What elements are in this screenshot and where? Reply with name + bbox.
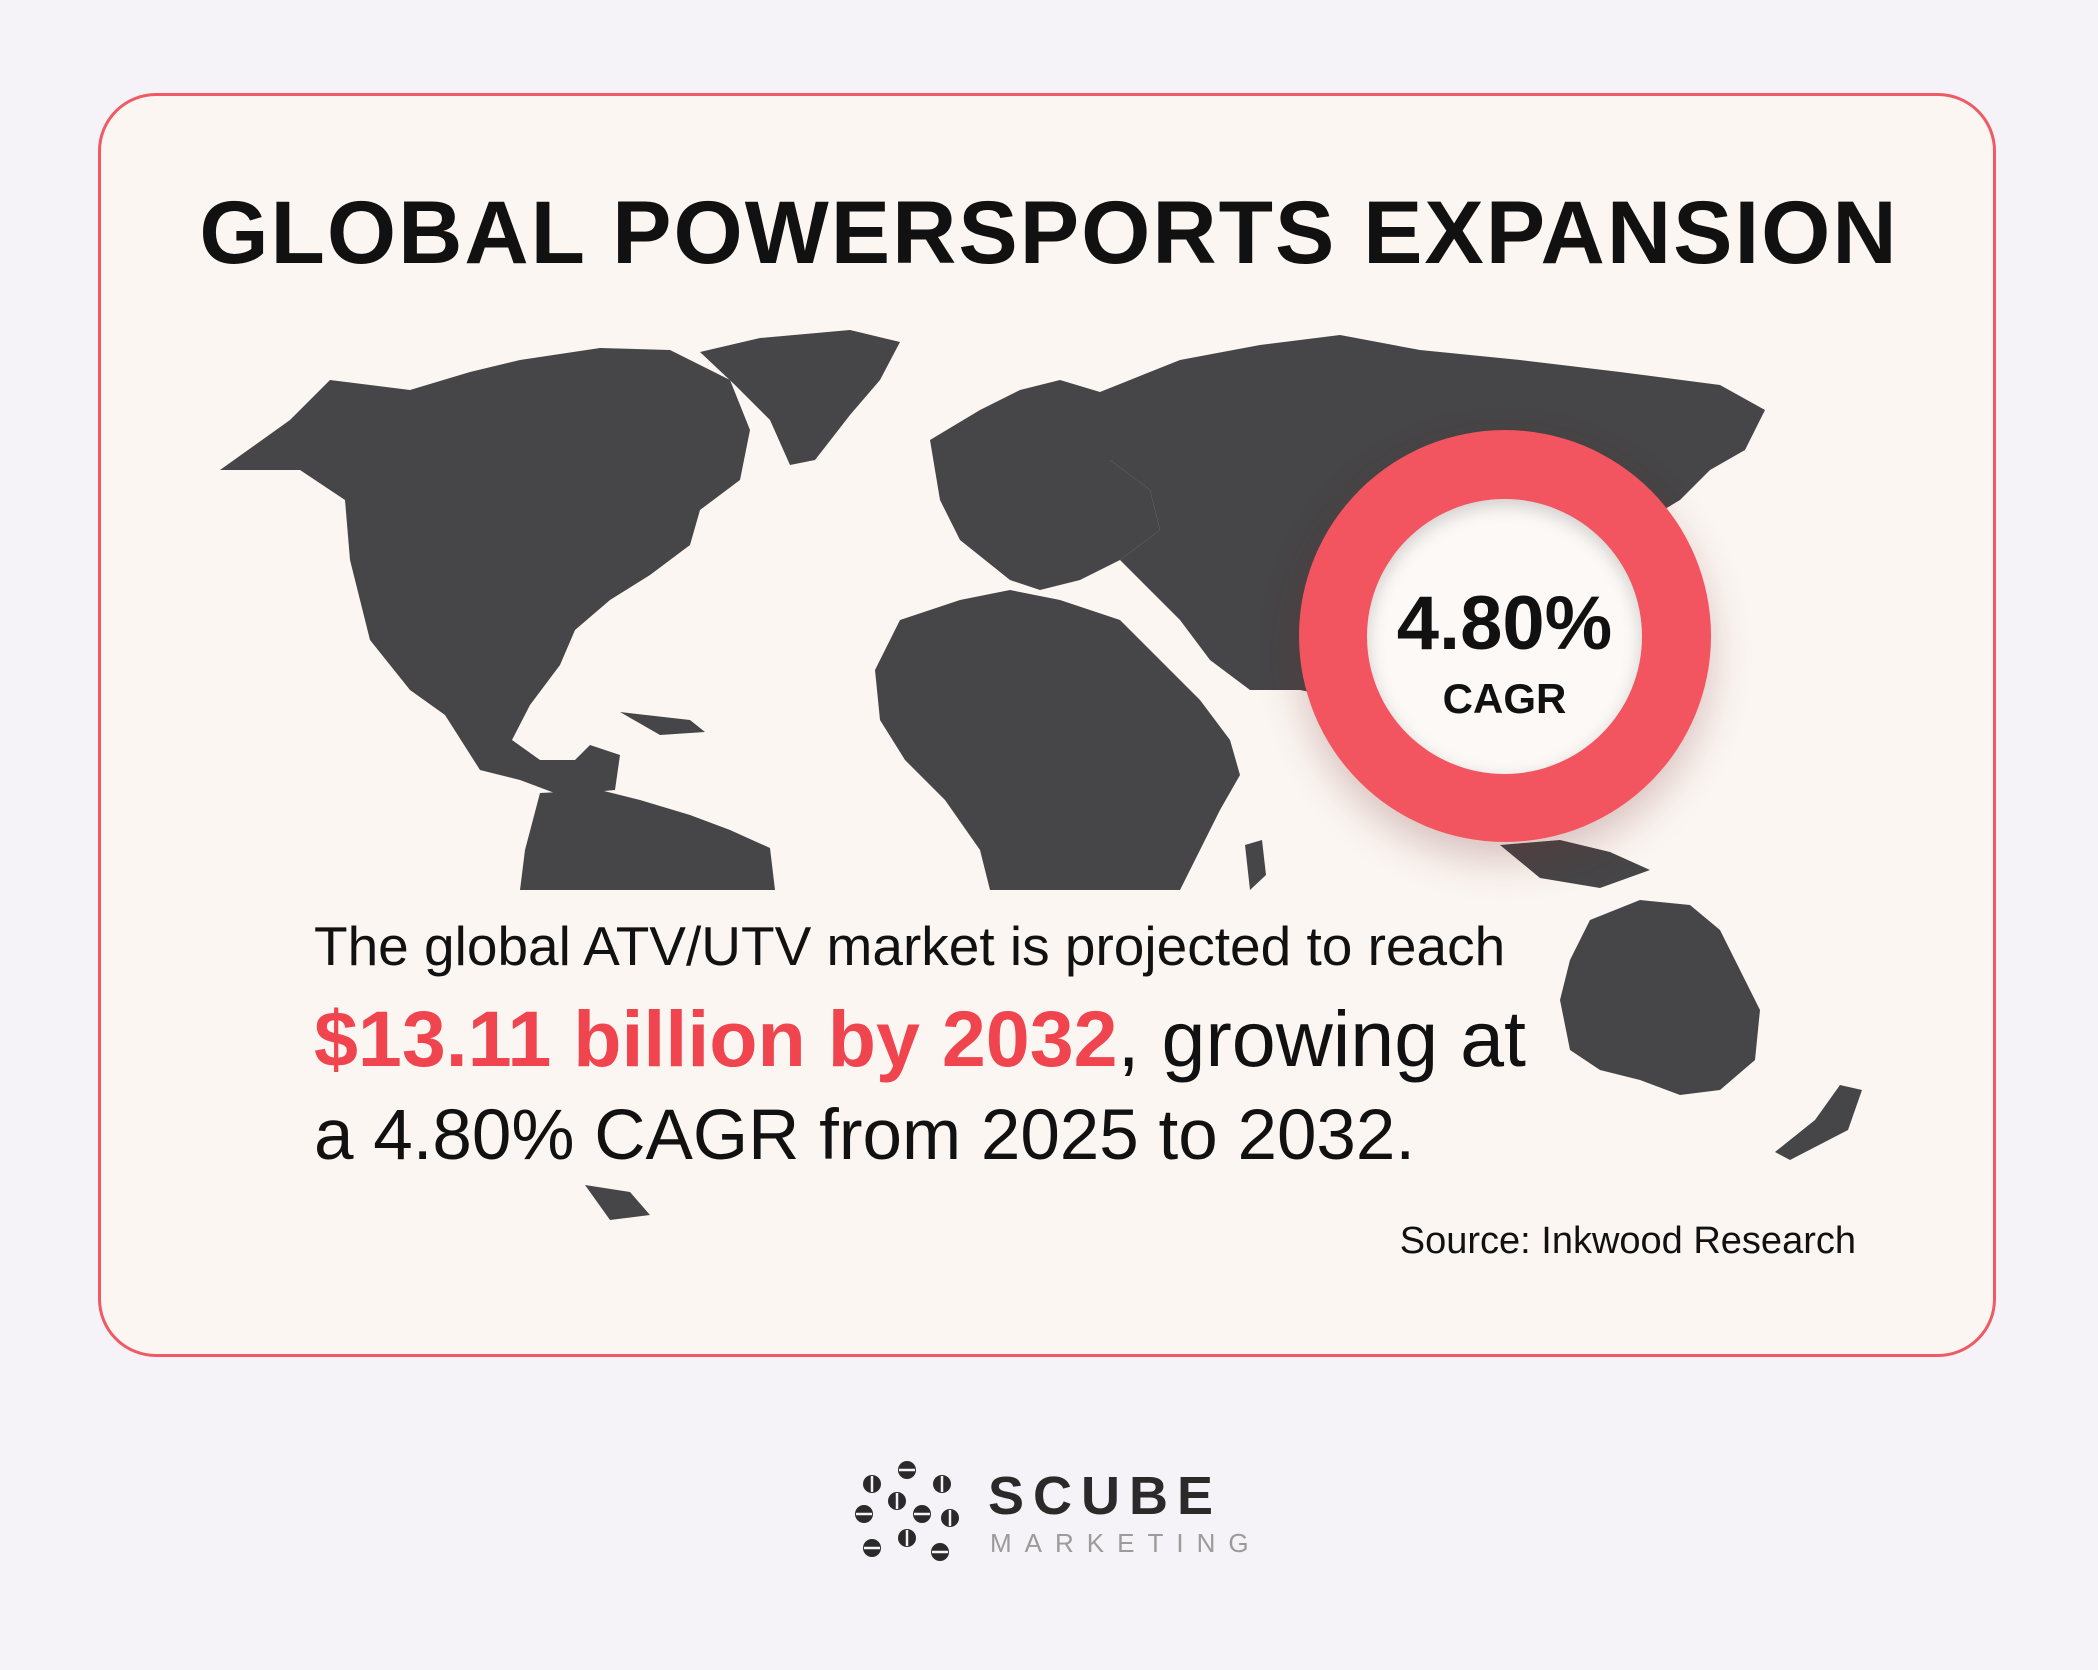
brand-tagline: MARKETING [990,1528,1262,1558]
scube-logo-icon [855,1461,959,1561]
body-line-1: The global ATV/UTV market is projected t… [314,915,1506,977]
southeast-asia-shape [1500,840,1650,888]
source-note: Source: Inkwood Research [1399,1220,1856,1262]
south-america-shape [520,790,775,890]
north-america-shape [220,348,750,795]
caribbean-shape [620,712,705,735]
brand-logo: SCUBE MARKETING [852,1456,1249,1566]
cagr-label: CAGR [1442,675,1567,722]
cagr-badge: 4.80% CAGR [1367,499,1642,774]
body-line-3: a 4.80% CAGR from 2025 to 2032. [314,1096,1416,1175]
africa-shape [875,590,1240,890]
body-line-2: $13.11 billion by 2032, growing at [314,995,1526,1083]
cagr-value: 4.80% [1396,581,1613,666]
body-line-2-rest: , growing at [1117,994,1527,1083]
new-zealand-shape [1775,1085,1862,1160]
south-tip-shape [585,1185,650,1220]
page-title: GLOBAL POWERSPORTS EXPANSION [199,182,1899,282]
brand-name: SCUBE [988,1466,1223,1526]
greenland-shape [700,330,900,465]
madagascar-shape [1245,840,1266,890]
europe-shape [930,380,1160,590]
market-value-highlight: $13.11 billion by 2032 [314,994,1118,1083]
australia-shape [1560,900,1760,1095]
